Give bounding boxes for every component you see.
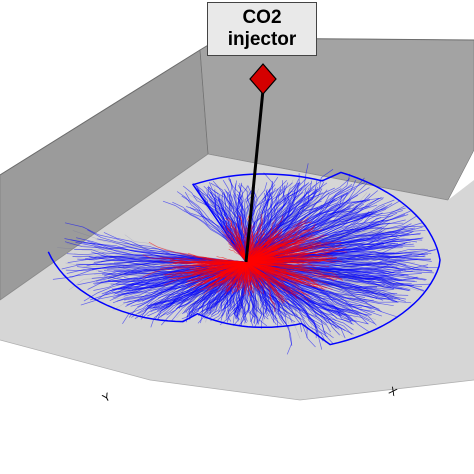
near-well-streamlines — [142, 213, 348, 312]
streamline — [148, 241, 247, 263]
streamline — [142, 254, 247, 263]
streamline — [245, 257, 338, 263]
streamline — [245, 261, 290, 303]
streamline — [167, 261, 247, 278]
floor-frame-front — [0, 339, 474, 401]
streamline — [221, 261, 247, 278]
diamond-marker-icon — [249, 63, 277, 95]
streamline — [216, 261, 247, 290]
streamline — [192, 261, 247, 277]
co2-injector-callout: CO2 injector — [207, 2, 317, 56]
streamline — [245, 229, 300, 263]
streamline — [245, 261, 344, 338]
streamline — [245, 249, 266, 263]
streamline — [245, 261, 277, 325]
streamline — [245, 231, 283, 263]
injector-well-line — [244, 89, 265, 263]
streamline — [245, 261, 321, 272]
streamline — [206, 261, 247, 289]
streamline — [187, 261, 247, 282]
streamline — [206, 261, 247, 291]
streamline — [245, 239, 302, 263]
plume-outline — [47, 171, 441, 346]
streamline — [245, 261, 256, 289]
streamline — [195, 261, 247, 268]
streamline — [246, 261, 340, 278]
streamline — [190, 261, 247, 288]
callout-line-1: CO2 — [242, 7, 282, 28]
streamline — [237, 261, 247, 291]
streamline — [245, 236, 308, 263]
streamline — [160, 260, 246, 266]
callout-line-2: injector — [227, 29, 297, 50]
streamline — [245, 261, 286, 282]
streamline — [245, 261, 262, 286]
streamline — [245, 253, 288, 263]
streamline — [245, 261, 265, 322]
streamline — [163, 261, 247, 286]
streamline — [245, 213, 263, 263]
streamline — [245, 261, 253, 288]
streamline — [245, 228, 283, 263]
streamline — [245, 261, 335, 278]
streamline — [245, 169, 334, 263]
streamline — [227, 217, 247, 263]
streamline — [245, 244, 269, 263]
streamline — [245, 233, 313, 263]
streamline — [245, 239, 291, 263]
streamline — [245, 261, 285, 264]
streamline — [245, 241, 342, 263]
streamline — [245, 248, 305, 263]
streamline — [245, 261, 332, 337]
streamline — [245, 261, 267, 280]
streamline — [245, 261, 286, 288]
streamline — [245, 261, 249, 283]
streamline — [229, 246, 247, 263]
streamline — [235, 261, 247, 293]
wall-corner-edge — [199, 49, 209, 155]
streamline — [245, 234, 316, 263]
streamline — [245, 257, 324, 263]
